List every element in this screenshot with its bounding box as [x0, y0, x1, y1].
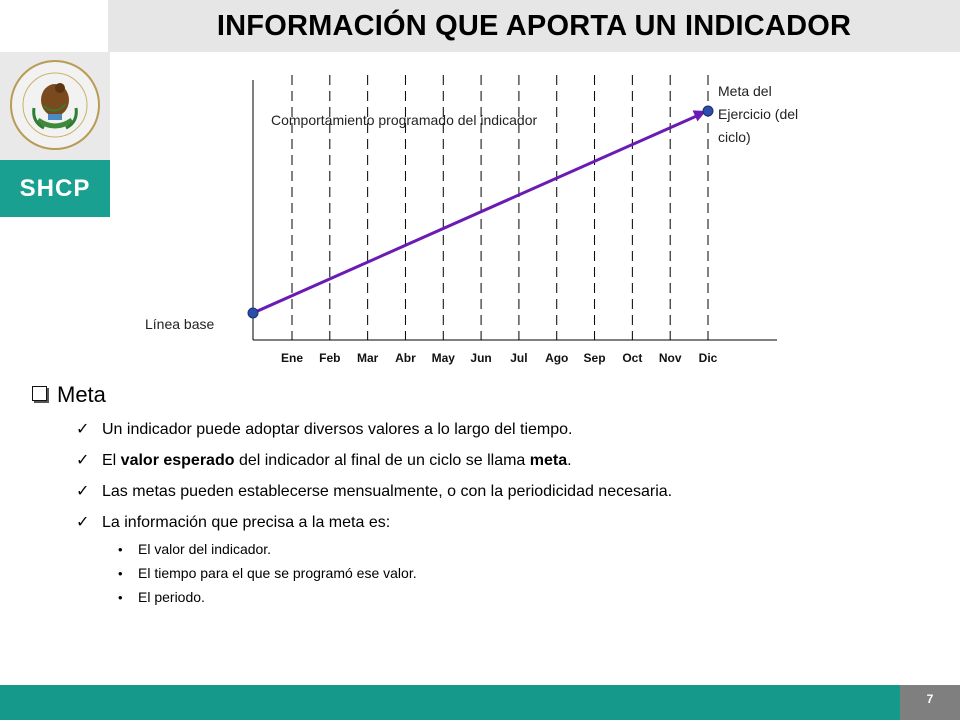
- trend-arrowhead: [692, 110, 706, 122]
- checkbox-bullet-icon: [32, 386, 47, 401]
- month-label-sep: Sep: [584, 351, 606, 365]
- check-icon: ✓: [76, 452, 90, 469]
- item-text: .: [567, 452, 572, 469]
- bullet-icon: •: [118, 542, 123, 557]
- baseline-point: [247, 307, 259, 319]
- mexico-seal-icon: [10, 60, 100, 150]
- month-label-jun: Jun: [470, 351, 491, 365]
- item-bold-text: meta: [529, 452, 568, 469]
- bullet-icon: •: [118, 566, 123, 581]
- check-icon: ✓: [76, 483, 90, 500]
- goal-label-line3: ciclo): [718, 129, 751, 145]
- meta-heading-text: Meta: [57, 382, 106, 407]
- goal-label-line2: Ejercicio (del: [718, 106, 798, 122]
- goal-point: [702, 105, 714, 117]
- list-item: ✓ La información que precisa a la meta es…: [76, 513, 390, 533]
- check-icon: ✓: [76, 421, 90, 438]
- list-item: ✓ Un indicador puede adoptar diversos val…: [76, 420, 573, 440]
- item-text: del indicador al final de un ciclo se ll…: [234, 452, 530, 469]
- month-label-jul: Jul: [510, 351, 527, 365]
- item-bold-text: valor esperado: [120, 452, 235, 469]
- sub-item-text: El tiempo para el que se programó ese va…: [138, 565, 417, 581]
- list-item: ✓ El valor esperado del indicador al fina…: [76, 451, 572, 471]
- month-label-abr: Abr: [395, 351, 416, 365]
- item-text: La información que precisa a la meta es:: [102, 514, 391, 531]
- sub-item-text: El valor del indicador.: [138, 541, 272, 557]
- bullet-icon: •: [118, 590, 123, 605]
- sub-list-item: • El valor del indicador.: [118, 540, 271, 559]
- indicator-chart: Ene Feb Mar Abr May Jun Jul Ago Sep Oct Nov Dic Com…: [145, 75, 798, 365]
- month-label-nov: Nov: [659, 351, 682, 365]
- month-gridlines: [291, 75, 709, 340]
- month-label-mar: Mar: [357, 351, 379, 365]
- footer-bar: [0, 685, 900, 720]
- item-text: Un indicador puede adoptar diversos valo…: [102, 421, 573, 438]
- month-label-oct: Oct: [622, 351, 642, 365]
- month-labels: Ene Feb Mar Abr May Jun Jul Ago Sep Oct Nov Dic: [281, 351, 718, 365]
- page-number: 7: [900, 685, 960, 720]
- programmed-trend-line: [252, 113, 701, 315]
- month-label-ene: Ene: [281, 351, 303, 365]
- goal-label-line1: Meta del: [718, 83, 772, 99]
- list-item: ✓ Las metas pueden establecerse mensualme…: [76, 482, 672, 502]
- meta-heading: Meta: [32, 380, 106, 410]
- baseline-label: Línea base: [145, 316, 214, 332]
- sub-list-item: • El periodo.: [118, 588, 205, 607]
- month-label-feb: Feb: [319, 351, 340, 365]
- sub-list-item: • El tiempo para el que se programó ese v…: [118, 564, 417, 583]
- month-label-dic: Dic: [699, 351, 718, 365]
- item-text: Las metas pueden establecerse mensualmen…: [102, 483, 673, 500]
- month-label-ago: Ago: [545, 351, 568, 365]
- title-bar: INFORMACIÓN QUE APORTA UN INDICADOR: [108, 0, 960, 52]
- month-label-may: May: [432, 351, 456, 365]
- sub-item-text: El periodo.: [138, 589, 205, 605]
- check-icon: ✓: [76, 514, 90, 531]
- series-label: Comportamiento programado del indicador: [271, 112, 537, 128]
- page-title: INFORMACIÓN QUE APORTA UN INDICADOR: [216, 10, 852, 42]
- item-text: El: [102, 452, 121, 469]
- shcp-logo: SHCP: [0, 160, 110, 217]
